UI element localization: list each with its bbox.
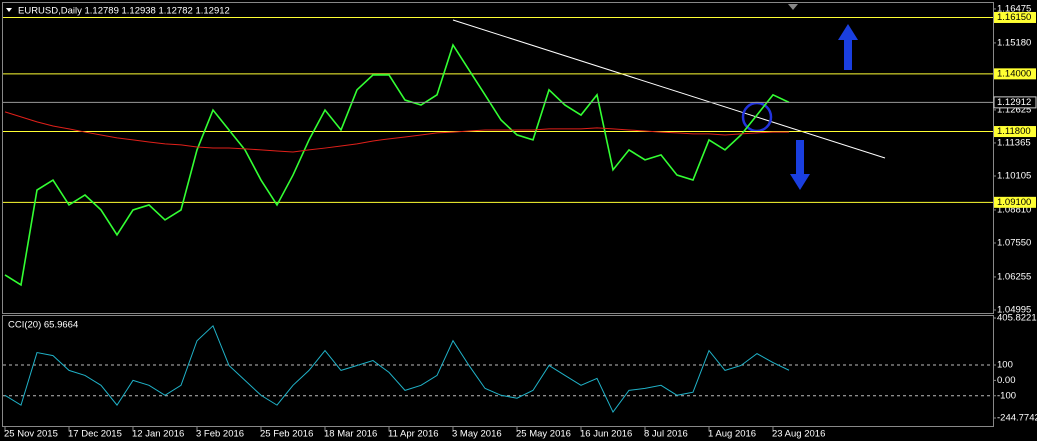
level-label: 1.11800 <box>997 126 1031 137</box>
series-line <box>4 43 790 287</box>
y-tick-label: 100 <box>997 360 1013 371</box>
x-tick-label: 12 Jan 2016 <box>132 429 184 440</box>
level-box <box>994 68 1036 80</box>
up-arrow <box>838 24 858 70</box>
cci-panel <box>2 315 994 427</box>
y-tick-label: 1.04995 <box>997 305 1031 316</box>
level-box <box>994 11 1036 23</box>
y-tick-label: -244.7742 <box>997 413 1037 424</box>
y-tick-label: 1.07550 <box>997 238 1031 249</box>
y-tick-label: 1.12625 <box>997 104 1031 115</box>
y-tick-label: 0.00 <box>997 375 1016 386</box>
series-line <box>4 111 789 153</box>
x-tick-label: 11 Apr 2016 <box>388 429 439 440</box>
y-tick-label: 1.10105 <box>997 171 1031 182</box>
down-arrow <box>790 140 810 190</box>
circle-annotation <box>741 101 773 133</box>
level-box <box>994 196 1036 208</box>
trend-line <box>452 19 886 159</box>
x-tick-label: 18 Mar 2016 <box>324 429 377 440</box>
level-label: 1.16150 <box>997 12 1031 23</box>
level-box <box>994 126 1036 138</box>
y-tick-label: 1.16475 <box>997 3 1031 14</box>
chart-title: EURUSD,Daily 1.12789 1.12938 1.12782 1.1… <box>18 6 230 17</box>
price-box <box>993 96 1037 109</box>
x-tick-label: 23 Aug 2016 <box>772 429 825 440</box>
y-tick-label: 1.15180 <box>997 37 1031 48</box>
shift-marker <box>788 4 798 10</box>
level-label: 1.14000 <box>997 68 1031 79</box>
x-tick-label: 3 May 2016 <box>452 429 502 440</box>
x-tick-label: 1 Aug 2016 <box>708 429 756 440</box>
menu-icon <box>6 8 12 12</box>
x-tick-label: 16 Jun 2016 <box>580 429 632 440</box>
level-label: 1.09100 <box>997 197 1031 208</box>
y-tick-label: 1.11365 <box>997 137 1031 148</box>
x-tick-label: 17 Dec 2015 <box>68 429 122 440</box>
y-tick-label: 405.8221 <box>997 313 1037 324</box>
y-tick-label: 1.06255 <box>997 271 1031 282</box>
x-tick-label: 8 Jul 2016 <box>644 429 688 440</box>
series-line <box>4 324 790 414</box>
y-tick-label: 1.08810 <box>997 204 1031 215</box>
x-tick-label: 25 May 2016 <box>516 429 571 440</box>
main-panel <box>2 2 994 314</box>
price-label: 1.12912 <box>997 97 1031 108</box>
x-tick-label: 3 Feb 2016 <box>196 429 244 440</box>
cci-title: CCI(20) 65.9664 <box>8 320 78 331</box>
x-tick-label: 25 Nov 2015 <box>4 429 58 440</box>
x-tick-label: 25 Feb 2016 <box>260 429 313 440</box>
y-tick-label: -100 <box>997 390 1016 401</box>
